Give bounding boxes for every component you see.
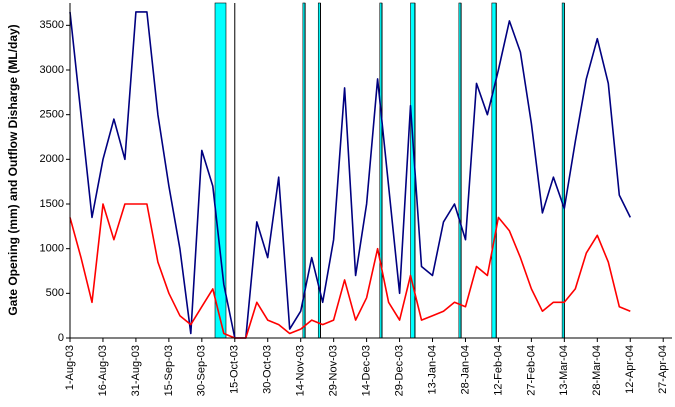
x-tick-label: 15-Sep-03 (163, 345, 175, 396)
y-tick-label: 500 (46, 287, 64, 299)
x-tick-label: 15-Oct-03 (229, 345, 241, 394)
x-tick-label: 12-Feb-04 (492, 345, 504, 396)
gate-opening-band (491, 2, 497, 339)
series-line (69, 11, 632, 339)
y-tick-label: 1500 (40, 198, 64, 210)
y-tick-label: 3000 (40, 64, 64, 76)
y-tick-label: 2500 (40, 109, 64, 121)
x-tick-label: 27-Feb-04 (525, 345, 537, 396)
y-axis-title: Gate Opening (mm) and Outflow Disharge (… (6, 24, 20, 315)
x-tick-label: 28-Jan-04 (459, 345, 471, 395)
x-tick-label: 12-Apr-04 (624, 345, 636, 394)
x-tick-label: 31-Aug-03 (130, 345, 142, 396)
x-tick-label: 29-Nov-03 (328, 345, 340, 396)
x-tick-label: 16-Aug-03 (97, 345, 109, 396)
y-tick-label: 0 (58, 332, 64, 344)
x-tick-label: 13-Jan-04 (426, 345, 438, 395)
x-tick-label: 27-Apr-04 (657, 345, 669, 394)
y-tick-label: 2000 (40, 153, 64, 165)
y-tick-label: 1000 (40, 243, 64, 255)
x-tick-label: 29-Dec-03 (393, 345, 405, 396)
x-tick-label: 14-Nov-03 (295, 345, 307, 396)
x-tick-label: 14-Dec-03 (361, 345, 373, 396)
x-tick-label: 1-Aug-03 (64, 345, 76, 390)
y-tick-label: 3500 (40, 19, 64, 31)
x-tick-label: 30-Sep-03 (196, 345, 208, 396)
x-tick-label: 28-Mar-04 (591, 345, 603, 396)
x-tick-label: 30-Oct-03 (262, 345, 274, 394)
x-tick-label: 13-Mar-04 (558, 345, 570, 396)
series-line (69, 203, 631, 339)
